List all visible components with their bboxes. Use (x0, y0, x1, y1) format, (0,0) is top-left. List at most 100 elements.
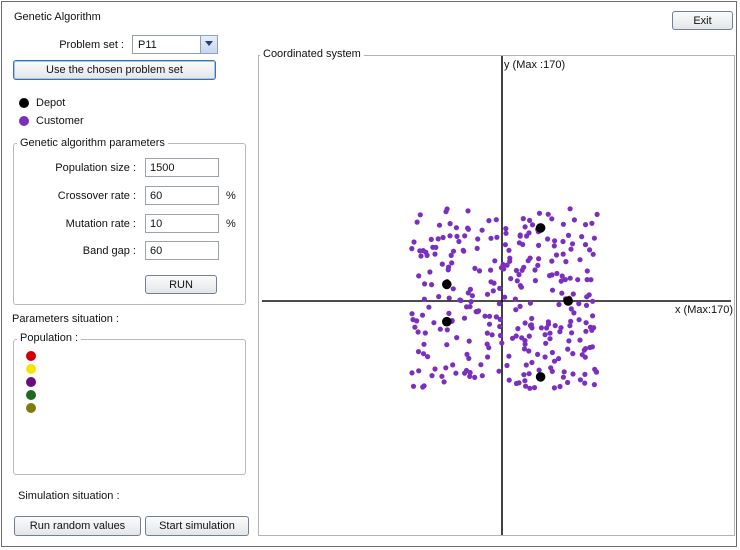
customer-point (504, 262, 510, 268)
depot-point (563, 296, 573, 306)
customer-point (517, 283, 523, 289)
customer-point (513, 307, 519, 313)
customer-point (420, 351, 427, 357)
customer-point (506, 247, 512, 253)
customer-point (514, 278, 520, 284)
customer-point (532, 267, 538, 273)
population-size-input[interactable] (145, 158, 219, 177)
use-problem-set-button[interactable]: Use the chosen problem set (13, 60, 216, 80)
customer-point (435, 236, 441, 242)
customer-point (520, 216, 526, 222)
customer-point (486, 313, 493, 319)
customer-point (465, 226, 471, 232)
customer-point (525, 258, 531, 264)
customer-point (536, 256, 542, 262)
customer-point (507, 258, 513, 264)
customer-point (549, 368, 555, 374)
customer-point (513, 267, 519, 274)
customer-point (496, 368, 502, 374)
customer-point (527, 385, 533, 391)
customer-point (512, 296, 518, 302)
customer-point (488, 235, 494, 241)
mutation-rate-input[interactable] (145, 214, 219, 233)
customer-point (526, 333, 532, 339)
customer-point (499, 340, 505, 346)
customer-point (493, 314, 499, 320)
customer-point (568, 306, 574, 312)
customer-point (571, 217, 577, 223)
customer-point (529, 359, 535, 366)
customer-point (527, 300, 533, 306)
customer-point (509, 335, 516, 341)
crossover-rate-input[interactable] (145, 186, 219, 205)
customer-point (448, 252, 454, 258)
exit-button[interactable]: Exit (672, 11, 733, 30)
customer-point (569, 241, 576, 247)
customer-point (409, 370, 415, 376)
customer-point (409, 246, 415, 252)
run-random-values-button[interactable]: Run random values (14, 516, 141, 536)
problem-set-dropdown[interactable]: P11 (132, 35, 218, 54)
chevron-down-icon[interactable] (200, 36, 217, 53)
customer-point (591, 382, 597, 388)
customer-point (549, 258, 555, 264)
customer-point (545, 236, 551, 242)
start-simulation-button[interactable]: Start simulation (145, 516, 249, 536)
customer-point (582, 242, 589, 248)
customer-point (559, 290, 565, 296)
customer-point (410, 383, 417, 389)
customer-point (502, 294, 508, 300)
customer-point (429, 373, 435, 379)
customer-point (551, 243, 557, 249)
customer-point (420, 384, 426, 390)
customer-point (536, 242, 542, 248)
customer-point (419, 312, 426, 318)
customer-legend-label: Customer (36, 115, 84, 127)
customer-point (526, 230, 532, 236)
customer-point (475, 236, 481, 242)
crossover-rate-label: Crossover rate : (57, 190, 136, 202)
customer-point (577, 257, 583, 263)
simulation-situation-label: Simulation situation : (18, 490, 120, 502)
customer-point (456, 238, 462, 245)
customer-point (583, 302, 590, 308)
customer-point (565, 379, 571, 386)
customer-point (447, 233, 453, 239)
customer-point (482, 313, 488, 319)
customer-point (571, 310, 577, 316)
customer-point (432, 251, 438, 257)
customer-point (467, 373, 473, 379)
customer-point (446, 295, 452, 301)
customer-point (545, 321, 552, 327)
customer-point (590, 251, 596, 257)
customer-point (472, 265, 478, 271)
customer-point (576, 301, 582, 307)
customer-point (542, 332, 548, 338)
customer-point (506, 377, 512, 383)
customer-point (545, 211, 551, 217)
customer-point (516, 240, 522, 246)
customer-point (414, 318, 420, 324)
customer-point (529, 222, 536, 228)
customer-point (570, 291, 576, 297)
customer-point (527, 217, 533, 223)
band-gap-input[interactable] (145, 241, 219, 260)
depot-point (535, 372, 546, 382)
coordinate-plot (262, 56, 731, 535)
customer-point (532, 278, 538, 284)
customer-point (517, 232, 523, 238)
customer-point (421, 296, 427, 302)
customer-point (582, 371, 588, 377)
customer-point (508, 276, 514, 282)
customer-point (416, 273, 422, 279)
customer-point (426, 304, 432, 310)
customer-point (516, 272, 522, 278)
customer-point (565, 232, 572, 238)
ga-parameters-title: Genetic algorithm parameters (17, 137, 168, 149)
customer-point (588, 277, 594, 283)
customer-point (547, 336, 553, 342)
run-button[interactable]: RUN (145, 275, 217, 294)
customer-point (570, 351, 576, 357)
customer-legend-dot (19, 116, 29, 126)
